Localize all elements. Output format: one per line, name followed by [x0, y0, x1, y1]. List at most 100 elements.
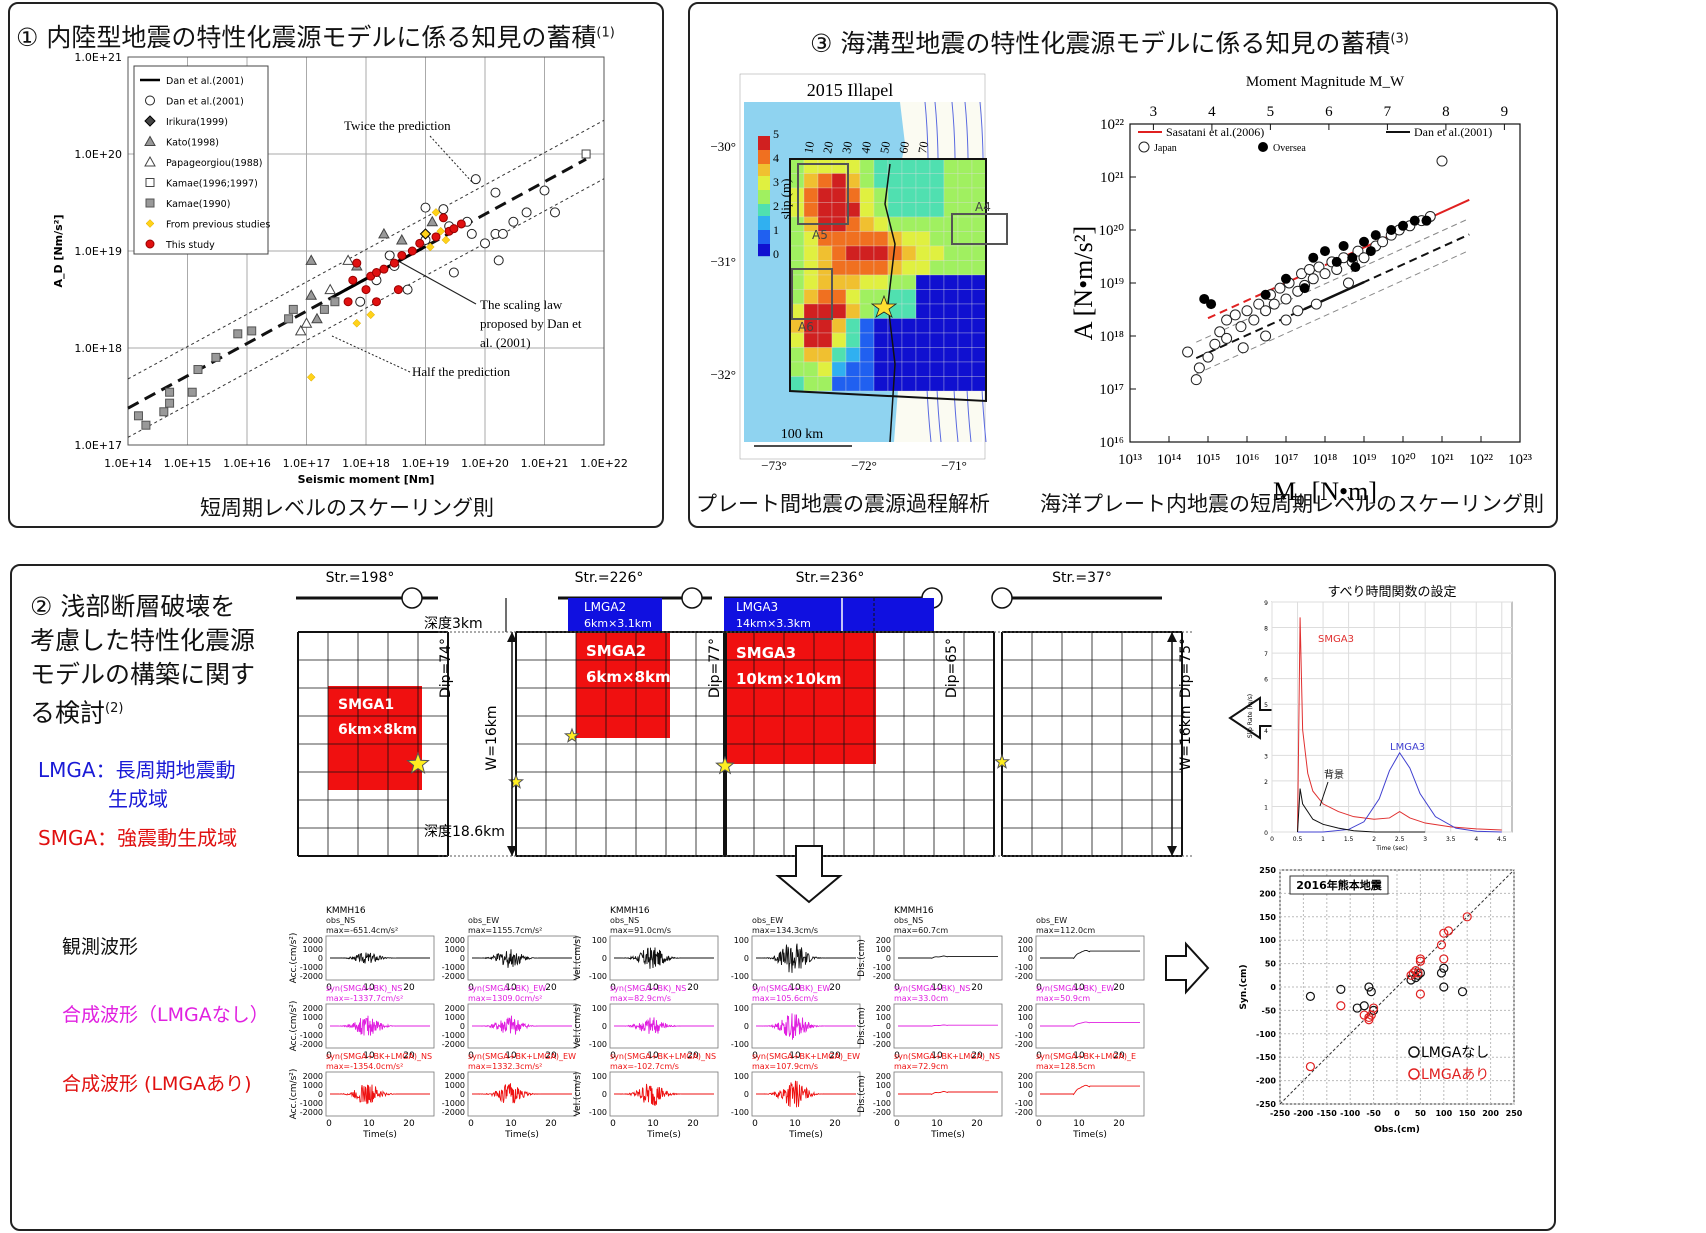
y-tick-label: -2000 — [442, 1108, 465, 1117]
x-tick-label: 0 — [468, 1051, 474, 1061]
data-point — [1260, 289, 1271, 300]
data-point — [1292, 305, 1304, 317]
slip-cell — [915, 332, 931, 348]
slip-cell — [915, 289, 931, 305]
slip-cell — [901, 260, 917, 276]
y-tick-label: 1 — [1264, 804, 1268, 811]
data-point — [1359, 236, 1369, 247]
y-tick-label: -100 — [873, 1099, 891, 1108]
x-tick-label: 20 — [1113, 1119, 1125, 1129]
slip-cell — [831, 289, 847, 305]
slip-cell — [873, 376, 889, 392]
y-axis-label: Acc.(cm/s²) — [289, 1001, 299, 1052]
slip-cell — [831, 245, 847, 261]
x-tick-label: 0 — [1394, 1109, 1400, 1118]
legend-label: Irikura(1999) — [166, 117, 228, 128]
x-tick-label: 0 — [1270, 836, 1274, 843]
x-tick-label: 1.0E+20 — [461, 457, 509, 470]
slip-cell — [859, 231, 875, 247]
colorbar-cell — [758, 172, 770, 175]
x-tick-label: 4 — [1474, 836, 1478, 843]
slip-cell — [845, 347, 861, 363]
x-tick-label: 20 — [687, 1051, 699, 1061]
plot-frame — [1271, 601, 1513, 833]
trace-title: obs_NS — [894, 916, 923, 925]
slip-cell — [817, 347, 833, 363]
legend-marker — [145, 178, 155, 187]
x-tick-label: 10 — [505, 983, 517, 993]
y-tick-label: 1.0E+17 — [74, 439, 122, 452]
colorbar-cell — [758, 194, 770, 197]
data-point — [1237, 342, 1249, 354]
slip-cell — [873, 361, 889, 377]
data-point — [1411, 966, 1421, 976]
data-point — [1457, 987, 1468, 997]
data-point — [1299, 283, 1310, 294]
legend-label: Dan et al.(2001) — [1414, 125, 1492, 139]
data-point — [1206, 299, 1217, 310]
x-axis-label: Time(s) — [362, 1130, 397, 1140]
smga2-area — [576, 632, 670, 738]
slip-cell — [789, 231, 805, 247]
dip-label: Dip=65° — [944, 638, 960, 698]
x-tick-label: 100 — [1435, 1109, 1452, 1118]
smga1-area — [328, 686, 422, 790]
y-tick-label: 0 — [744, 1022, 749, 1031]
slip-cell — [859, 173, 875, 189]
data-point — [379, 264, 389, 274]
slip-cell — [803, 173, 819, 189]
data-point — [384, 250, 395, 261]
data-point — [397, 250, 407, 260]
slip-cell — [859, 158, 875, 174]
series-line — [1297, 788, 1426, 833]
x-tick-label: 20 — [971, 983, 983, 993]
colorbar-cell — [758, 238, 770, 241]
y-axis-label: A_D [Nm/s²] — [52, 214, 65, 287]
slip-cell — [901, 158, 917, 174]
slip-cell — [887, 173, 903, 189]
data-point — [352, 258, 362, 268]
y-tick-label: 1.0E+18 — [74, 342, 122, 355]
slip-cell — [803, 274, 819, 290]
data-point — [1320, 246, 1330, 257]
y-tick-label: -100 — [873, 1031, 891, 1040]
data-point — [165, 387, 175, 397]
slip-cell — [873, 173, 889, 189]
trace-max: max=1155.7cm/s² — [468, 926, 542, 935]
x-tick-label: 10¹⁶ — [1235, 452, 1260, 468]
data-point — [431, 232, 441, 242]
slip-cell — [957, 361, 973, 377]
x-tick-label: 10 — [931, 1119, 943, 1129]
colorbar-tick: 1 — [773, 223, 779, 237]
y-tick-label: -2000 — [300, 1040, 323, 1049]
annotation-arrow — [399, 261, 477, 305]
data-point — [342, 254, 354, 265]
y-tick-label: -200 — [873, 1108, 891, 1117]
slip-cell — [915, 202, 931, 218]
data-point — [1365, 246, 1376, 257]
data-point — [1336, 984, 1346, 994]
strike-label: Str.=198° — [326, 570, 395, 586]
colorbar-cell — [758, 234, 770, 237]
data-point — [1398, 220, 1408, 231]
slip-cell — [789, 361, 805, 377]
colorbar-cell — [758, 224, 770, 227]
legend-label: Kato(1998) — [166, 138, 219, 149]
slip-cell — [915, 245, 931, 261]
slip-cell — [817, 245, 833, 261]
data-point — [1214, 326, 1226, 338]
y-tick-label: 0 — [886, 1090, 891, 1099]
x-tick-label: 1.0E+17 — [283, 457, 331, 470]
slip-cell — [831, 347, 847, 363]
data-point — [1331, 256, 1342, 267]
slip-cell — [943, 361, 959, 377]
y-tick-label: 100 — [876, 1081, 891, 1090]
chart3-caption: 海洋プレート内地震の短周期レベルのスケーリング則 — [1040, 492, 1544, 516]
slip-cell — [957, 303, 973, 319]
y-axis-label: A [N•m/s²] — [1069, 226, 1098, 340]
waveform-trace — [472, 1083, 572, 1104]
slip-cell — [859, 332, 875, 348]
contour-label: 50 — [877, 140, 893, 154]
x-tick-label: 20 — [545, 1119, 557, 1129]
data-point — [539, 185, 550, 196]
